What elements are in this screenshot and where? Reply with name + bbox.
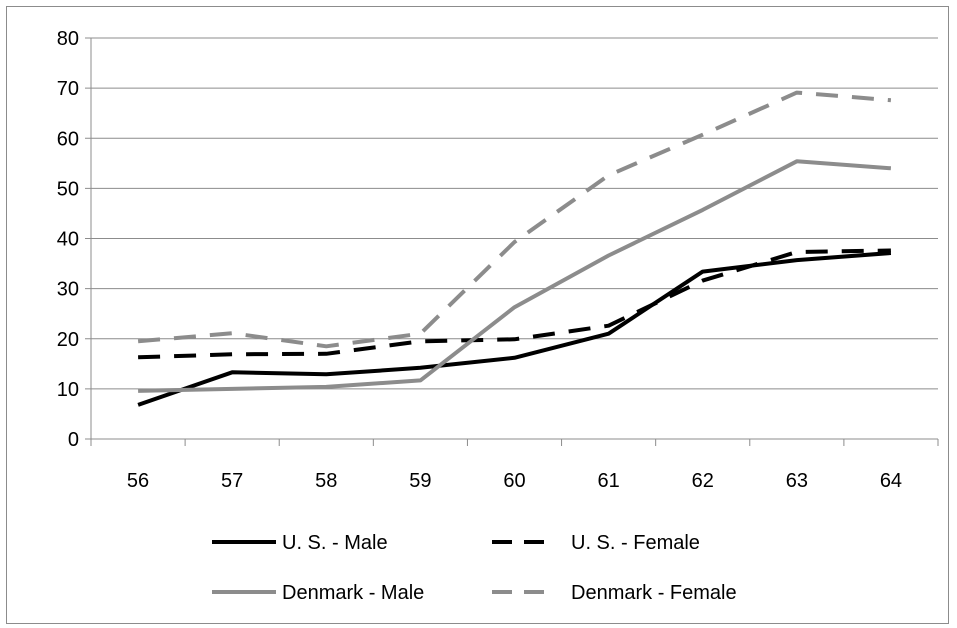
data-point <box>795 258 799 262</box>
data-point <box>889 166 893 170</box>
data-point <box>136 403 140 407</box>
y-tick-label-50: 50 <box>57 178 79 200</box>
data-series <box>136 90 893 407</box>
axes <box>85 37 939 446</box>
legend-label: Denmark - Female <box>571 582 737 604</box>
y-tick-label-60: 60 <box>57 128 79 150</box>
data-point <box>418 378 422 382</box>
series-line-u-s-female <box>138 248 891 360</box>
series-line-denmark-male <box>138 159 892 393</box>
data-point <box>230 370 234 374</box>
legend-label: U. S. - Female <box>571 532 700 554</box>
data-point <box>136 389 140 393</box>
x-tick-label-56: 56 <box>127 470 149 492</box>
data-point <box>607 254 611 258</box>
x-tick-label-60: 60 <box>503 470 525 492</box>
data-point <box>513 305 517 309</box>
legend-item: Denmark - Male <box>212 582 424 604</box>
data-point <box>513 356 517 360</box>
data-point <box>230 331 234 335</box>
data-point <box>324 352 328 356</box>
y-tick-label-80: 80 <box>57 28 79 50</box>
data-point <box>607 324 611 328</box>
data-point <box>418 366 422 370</box>
x-tick-label-58: 58 <box>315 470 337 492</box>
x-tick-label-61: 61 <box>597 470 619 492</box>
x-tick-label-57: 57 <box>221 470 243 492</box>
x-tick-label-59: 59 <box>409 470 431 492</box>
data-point <box>324 385 328 389</box>
series-line-denmark-female <box>137 90 892 349</box>
data-point <box>136 339 140 343</box>
legend-label: U. S. - Male <box>282 532 388 554</box>
y-tick-label-20: 20 <box>57 329 79 351</box>
data-point <box>701 133 705 137</box>
data-point <box>607 332 611 336</box>
y-tick-label-0: 0 <box>68 429 79 451</box>
line-chart: 0 10 20 30 40 50 60 70 80 56 57 58 59 60 61 62 63 64 U. S… <box>57 28 939 604</box>
legend-item: Denmark - Female <box>492 582 737 604</box>
y-tick-label-70: 70 <box>57 78 79 100</box>
legend-item: U. S. - Female <box>492 532 700 554</box>
data-point <box>324 344 328 348</box>
data-point <box>418 339 422 343</box>
data-point <box>795 91 799 95</box>
legend-label: Denmark - Male <box>282 582 424 604</box>
data-point <box>701 279 705 283</box>
data-point <box>418 332 422 336</box>
data-point <box>795 159 799 163</box>
data-point <box>701 270 705 274</box>
x-tick-label-63: 63 <box>786 470 808 492</box>
legend: U. S. - Male U. S. - Female Denmark - Male… <box>212 532 737 604</box>
tick-labels: 0 10 20 30 40 50 60 70 80 56 57 58 59 60 61 62 63 64 <box>57 28 902 492</box>
data-point <box>324 372 328 376</box>
data-point <box>607 173 611 177</box>
data-point <box>889 98 893 102</box>
x-tick-label-62: 62 <box>692 470 714 492</box>
data-point <box>889 249 893 253</box>
data-point <box>513 240 517 244</box>
y-tick-label-10: 10 <box>57 379 79 401</box>
legend-item: U. S. - Male <box>212 532 388 554</box>
data-point <box>230 352 234 356</box>
data-point <box>513 337 517 341</box>
y-tick-label-30: 30 <box>57 279 79 301</box>
data-point <box>795 250 799 254</box>
chart-frame: 0 10 20 30 40 50 60 70 80 56 57 58 59 60 61 62 63 64 U. S… <box>6 6 949 624</box>
gridlines <box>91 37 938 390</box>
series-line-u-s-male <box>137 251 892 407</box>
data-point <box>136 355 140 359</box>
y-tick-label-40: 40 <box>57 229 79 251</box>
data-point <box>701 208 705 212</box>
x-tick-label-64: 64 <box>880 470 902 492</box>
data-point <box>230 387 234 391</box>
